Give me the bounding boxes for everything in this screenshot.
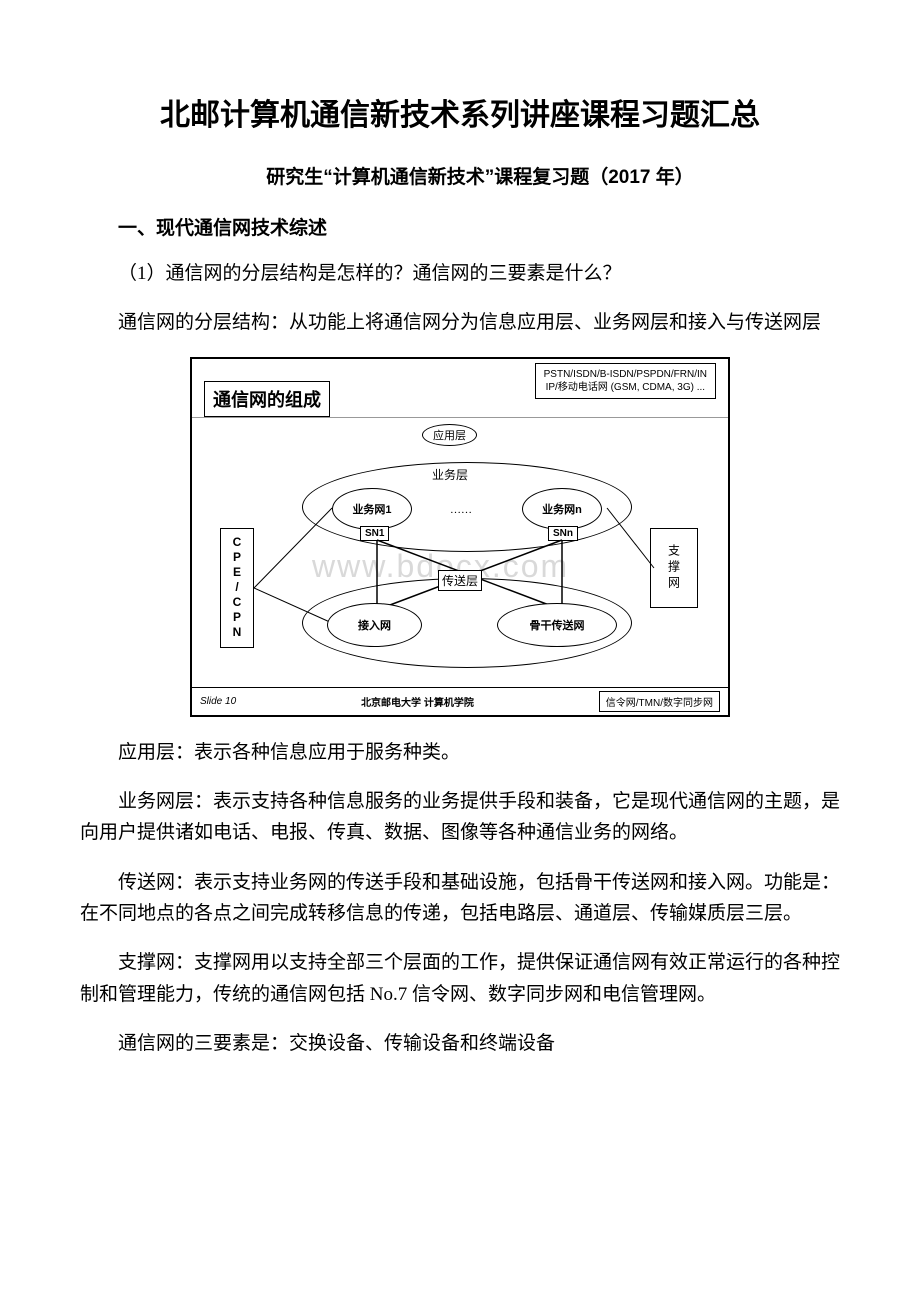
paragraph-app-layer: 应用层：表示各种信息应用于服务种类。 [80, 737, 840, 768]
figure-container: 通信网的组成 PSTN/ISDN/B-ISDN/PSPDN/FRN/IN IP/… [80, 357, 840, 717]
figure-top-right-protocols: PSTN/ISDN/B-ISDN/PSPDN/FRN/IN IP/移动电话网 (… [535, 363, 716, 399]
snn-box: SNn [548, 526, 578, 541]
access-net-cloud: 接入网 [327, 603, 422, 647]
protocols-line-2: IP/移动电话网 (GSM, CDMA, 3G) ... [544, 381, 707, 394]
business-layer-label: 业务层 [432, 466, 468, 483]
subtitle: 研究生“计算机通信新技术”课程复习题（2017 年） [80, 162, 840, 189]
ellipsis-dots: …… [450, 504, 472, 516]
slide-number: Slide 10 [200, 696, 236, 707]
paragraph-three-elements: 通信网的三要素是：交换设备、传输设备和终端设备 [80, 1028, 840, 1059]
network-composition-figure: 通信网的组成 PSTN/ISDN/B-ISDN/PSPDN/FRN/IN IP/… [190, 357, 730, 717]
page-title: 北邮计算机通信新技术系列讲座课程习题汇总 [80, 90, 840, 134]
protocols-line-1: PSTN/ISDN/B-ISDN/PSPDN/FRN/IN [544, 368, 707, 381]
business-net-n-cloud: 业务网n [522, 488, 602, 530]
question-1: （1）通信网的分层结构是怎样的？通信网的三要素是什么？ [80, 258, 840, 289]
figure-footer-center: 北京邮电大学 计算机学院 [361, 694, 474, 709]
transport-layer-label: 传送层 [438, 570, 482, 591]
business-net-1-cloud: 业务网1 [332, 488, 412, 530]
figure-footer-right: 信令网/TMN/数字同步网 [599, 691, 720, 712]
figure-title: 通信网的组成 [204, 381, 330, 417]
paragraph-support-net: 支撑网：支撑网用以支持全部三个层面的工作，提供保证通信网有效正常运行的各种控制和… [80, 947, 840, 1010]
figure-footer: Slide 10 北京邮电大学 计算机学院 信令网/TMN/数字同步网 [192, 687, 728, 715]
backbone-cloud: 骨干传送网 [497, 603, 617, 647]
paragraph-layered-structure: 通信网的分层结构：从功能上将通信网分为信息应用层、业务网层和接入与传送网层 [80, 307, 840, 338]
paragraph-business-layer: 业务网层：表示支持各种信息服务的业务提供手段和装备，它是现代通信网的主题，是向用… [80, 786, 840, 849]
paragraph-transport-net: 传送网：表示支持业务网的传送手段和基础设施，包括骨干传送网和接入网。功能是：在不… [80, 867, 840, 930]
sn1-box: SN1 [360, 526, 389, 541]
support-net-box: 支撑网 [650, 528, 698, 608]
cpe-cpn-box: CPE/CPN [220, 528, 254, 648]
section-heading-1: 一、现代通信网技术综述 [80, 213, 840, 240]
app-layer-oval: 应用层 [422, 424, 477, 446]
